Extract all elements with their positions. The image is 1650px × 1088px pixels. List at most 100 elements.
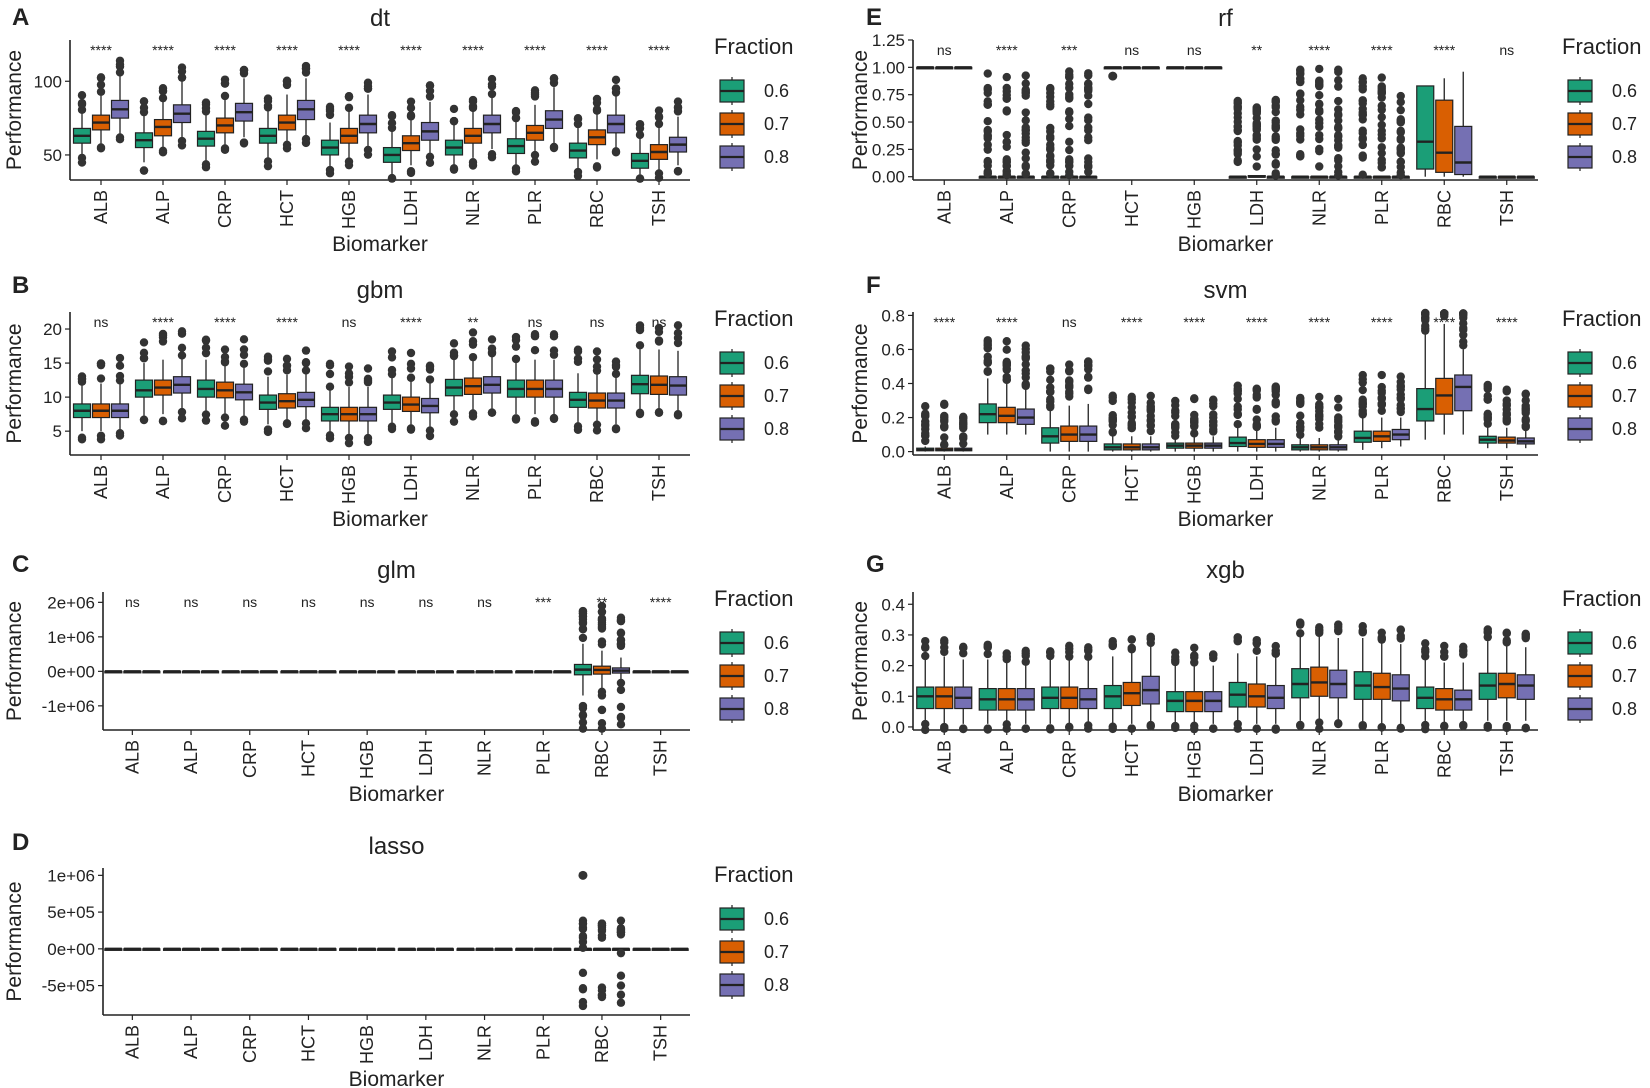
box-d-crp-06 xyxy=(221,947,240,951)
outlier-point xyxy=(597,614,607,623)
legend-item-07 xyxy=(1567,382,1593,410)
outlier-point xyxy=(344,378,354,387)
outlier-point xyxy=(549,142,559,152)
chart-title: xgb xyxy=(1206,557,1245,584)
legend-item-06 xyxy=(1567,77,1593,105)
outlier-point xyxy=(239,417,249,426)
box xyxy=(1416,388,1435,422)
outlier-point xyxy=(611,424,621,434)
y-axis-label: Performance xyxy=(3,50,26,170)
box-a-crp-07 xyxy=(215,75,235,155)
outlier-point xyxy=(1002,652,1011,661)
x-tick-label: RBC xyxy=(1434,190,1454,228)
outlier-point xyxy=(220,144,230,153)
outlier-point xyxy=(1046,102,1055,111)
outlier-point xyxy=(1502,636,1511,645)
outlier-point xyxy=(611,369,621,379)
significance-label: **** xyxy=(1308,42,1330,58)
x-tick-label: HCT xyxy=(277,190,297,227)
outlier-point xyxy=(1233,104,1242,114)
box-b-alb-06 xyxy=(72,372,92,444)
outlier-point xyxy=(1315,122,1324,132)
legend-label: 0.6 xyxy=(764,633,789,653)
significance-label: ns xyxy=(528,314,543,330)
outlier-point xyxy=(387,111,397,120)
x-axis-label: Biomarker xyxy=(1178,783,1274,806)
box-e-ldh-08 xyxy=(1266,95,1285,180)
outlier-point xyxy=(959,419,968,429)
outlier-point xyxy=(239,65,249,75)
significance-label: **** xyxy=(1121,314,1143,330)
outlier-point xyxy=(387,174,397,183)
box-g-hgb-07 xyxy=(1185,643,1204,734)
outlier-point xyxy=(1315,99,1324,109)
outlier-point xyxy=(1002,720,1011,729)
box-e-alb-08 xyxy=(954,66,973,70)
outlier-point xyxy=(1334,622,1343,632)
outlier-point xyxy=(592,347,602,356)
outlier-point xyxy=(1296,430,1305,439)
box-a-crp-06 xyxy=(196,98,216,172)
outlier-point xyxy=(635,174,645,183)
outlier-point xyxy=(1084,91,1093,100)
outlier-point xyxy=(1459,650,1468,659)
box-f-hgb-08 xyxy=(1204,395,1223,452)
box-e-alp-08 xyxy=(1016,71,1035,179)
box-b-hgb-07 xyxy=(339,362,359,448)
significance-label: ns xyxy=(477,594,492,610)
outlier-point xyxy=(325,431,335,440)
outlier-point xyxy=(921,642,930,652)
outlier-point xyxy=(115,431,125,440)
outlier-point xyxy=(1021,91,1030,100)
outlier-point xyxy=(239,335,249,344)
box-g-ldh-07 xyxy=(1247,635,1266,733)
outlier-point xyxy=(654,119,664,129)
box-a-alb-07 xyxy=(91,73,111,153)
outlier-point xyxy=(96,73,106,83)
outlier-point xyxy=(983,116,992,126)
significance-label: **** xyxy=(524,42,546,58)
box-f-hct-07 xyxy=(1122,392,1141,452)
outlier-point xyxy=(530,329,540,339)
outlier-point xyxy=(425,431,435,441)
box-e-hgb-08 xyxy=(1204,66,1223,70)
significance-label: ns xyxy=(360,594,375,610)
box-f-rbc-08 xyxy=(1454,309,1473,435)
outlier-point xyxy=(1315,64,1324,74)
box-f-tsh-07 xyxy=(1497,385,1516,449)
outlier-point xyxy=(468,352,478,362)
outlier-point xyxy=(158,93,168,103)
outlier-point xyxy=(344,362,354,371)
box-f-hct-06 xyxy=(1103,391,1122,452)
outlier-point xyxy=(344,103,354,113)
outlier-point xyxy=(1084,83,1093,92)
outlier-point xyxy=(597,983,607,992)
outlier-point xyxy=(1065,366,1074,375)
outlier-point xyxy=(597,931,607,940)
outlier-point xyxy=(220,79,230,88)
box-a-rbc-07 xyxy=(587,94,607,172)
significance-label: **** xyxy=(586,42,608,58)
outlier-point xyxy=(1296,618,1305,627)
outlier-point xyxy=(1046,123,1055,133)
significance-label: ns xyxy=(937,42,952,58)
box-d-ldh-08 xyxy=(435,947,454,951)
box xyxy=(1454,125,1473,176)
y-axis-label: Performance xyxy=(849,50,872,170)
outlier-point xyxy=(282,140,292,149)
box-e-crp-06 xyxy=(1041,83,1060,179)
outlier-point xyxy=(139,166,149,175)
outlier-point xyxy=(635,341,645,350)
outlier-point xyxy=(1046,724,1055,733)
x-axis-label: Biomarker xyxy=(332,508,428,531)
x-tick-label: ALB xyxy=(91,465,111,499)
outlier-point xyxy=(1084,167,1093,177)
box-c-plr-08 xyxy=(553,670,572,674)
y-tick-label: 100 xyxy=(34,72,62,91)
box-b-plr-07 xyxy=(525,329,545,427)
box-e-nlr-06 xyxy=(1291,65,1310,179)
outlier-point xyxy=(177,73,187,82)
outlier-point xyxy=(1209,650,1218,659)
outlier-point xyxy=(1002,157,1011,166)
outlier-point xyxy=(597,992,607,1002)
